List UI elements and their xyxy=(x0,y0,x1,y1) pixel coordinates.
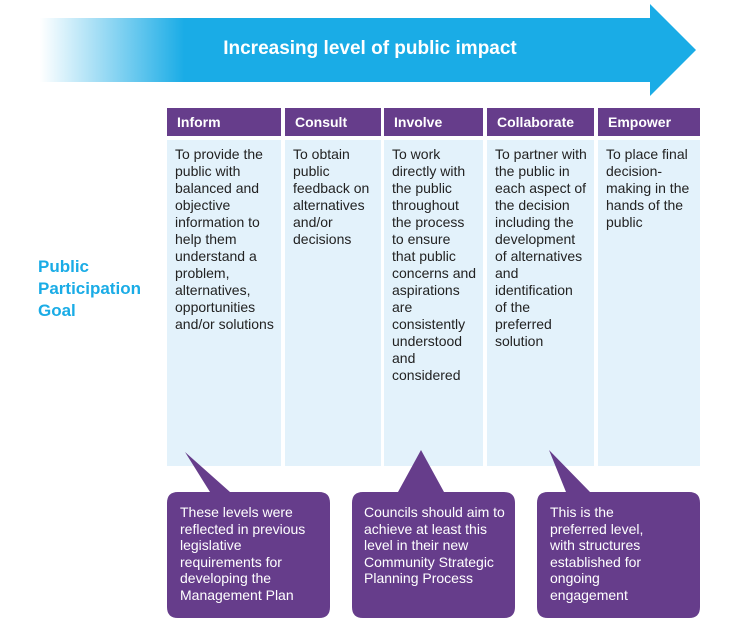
column-involve: Involve To work directly with the public… xyxy=(384,108,483,466)
callout-text-2: Councils should aim to achieve at least … xyxy=(364,504,505,586)
column-header-collaborate: Collaborate xyxy=(487,108,594,136)
column-header-involve: Involve xyxy=(384,108,483,136)
side-label-line-2: Participation xyxy=(38,279,141,298)
callout-bubble-3 xyxy=(537,450,700,618)
column-body-collaborate: To partner with the public in each aspec… xyxy=(487,140,594,466)
column-body-empower: To place final decision-making in the ha… xyxy=(598,140,700,466)
callout-text-1: These levels were reflected in previous … xyxy=(180,504,306,603)
side-label-line-3: Goal xyxy=(38,301,76,320)
callout-bubble-2 xyxy=(352,450,515,618)
column-collaborate: Collaborate To partner with the public i… xyxy=(487,108,594,466)
callout-text-3: This is the preferred level, with struct… xyxy=(550,504,644,603)
column-header-consult: Consult xyxy=(285,108,381,136)
column-header-empower: Empower xyxy=(598,108,700,136)
column-body-inform: To provide the public with balanced and … xyxy=(167,140,281,466)
column-inform: Inform To provide the public with balanc… xyxy=(167,108,281,466)
column-empower: Empower To place final decision-making i… xyxy=(598,108,700,466)
arrow-title: Increasing level of public impact xyxy=(223,38,517,59)
column-body-consult: To obtain public feedback on alternative… xyxy=(285,140,381,466)
column-body-involve: To work directly with the public through… xyxy=(384,140,483,466)
callout-bubble-1 xyxy=(167,452,330,618)
side-label-line-1: Public xyxy=(38,257,90,276)
side-label: Public Participation Goal xyxy=(38,256,168,322)
column-header-inform: Inform xyxy=(167,108,281,136)
column-consult: Consult To obtain public feedback on alt… xyxy=(285,108,381,466)
impact-arrow xyxy=(40,4,696,96)
